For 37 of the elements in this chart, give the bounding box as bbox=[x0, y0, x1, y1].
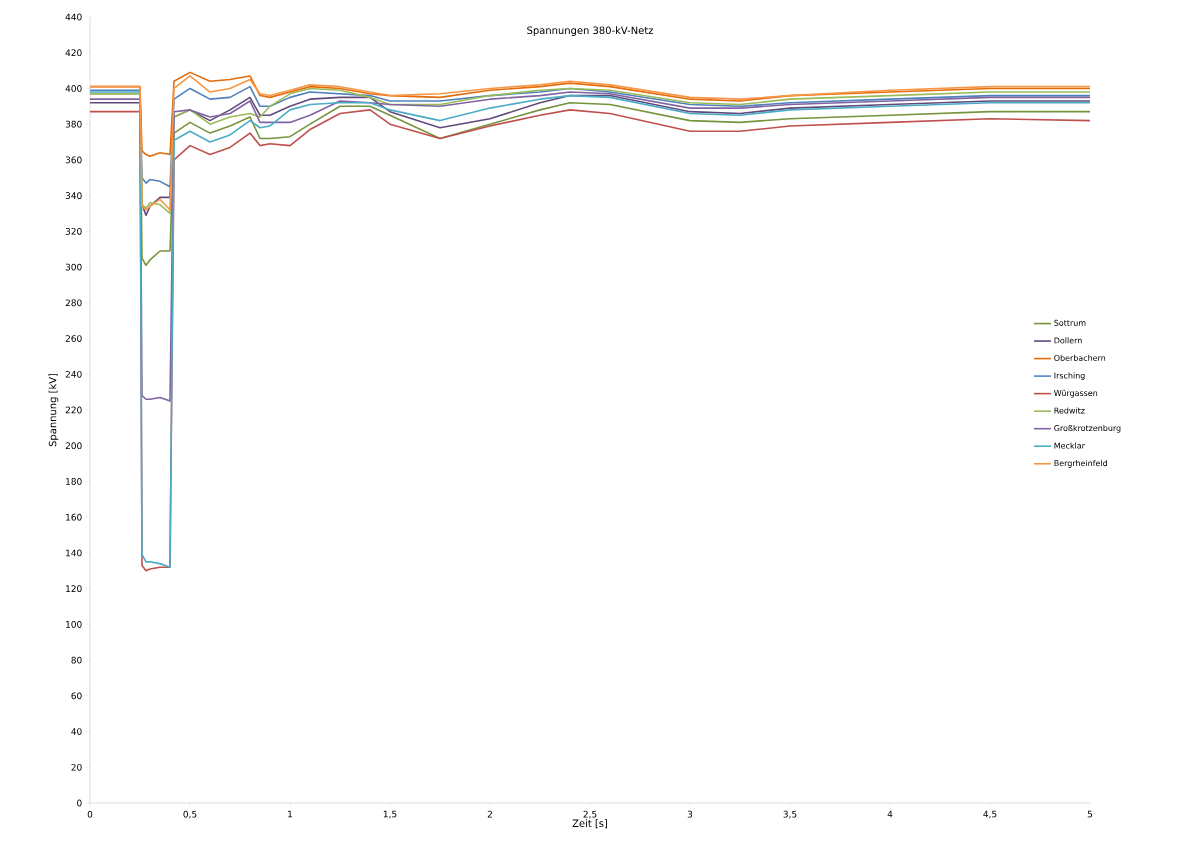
x-tick-label: 4,5 bbox=[983, 810, 997, 819]
x-tick-label: 0 bbox=[87, 810, 93, 818]
y-axis-title: Spannung [kV] bbox=[48, 373, 59, 447]
x-tick-label: 2 bbox=[487, 810, 492, 818]
y-tick-label: 340 bbox=[65, 192, 82, 200]
y-tick-label: 380 bbox=[65, 120, 82, 128]
y-tick-label: 220 bbox=[65, 406, 82, 414]
y-tick-label: 100 bbox=[66, 620, 82, 628]
y-tick-label: 40 bbox=[71, 728, 82, 735]
y-tick-label: 240 bbox=[65, 370, 82, 378]
x-tick-label: 1,5 bbox=[383, 810, 397, 819]
x-axis-title: Zeit [s] bbox=[572, 819, 608, 829]
y-tick-label: 160 bbox=[66, 513, 82, 521]
y-tick-label: 440 bbox=[65, 13, 82, 21]
text: Spannungen 380-kV-Netz bbox=[527, 26, 654, 36]
y-tick-label: 300 bbox=[65, 263, 82, 271]
y-tick-label: 400 bbox=[65, 85, 82, 92]
y-tick-label: 200 bbox=[65, 442, 82, 450]
y-tick-label: 120 bbox=[66, 585, 82, 593]
x-tick-label: 5 bbox=[1087, 810, 1093, 818]
y-tick-label: 0 bbox=[77, 799, 82, 807]
y-tick-label: 60 bbox=[71, 692, 82, 700]
x-tick-label: 3,5 bbox=[783, 810, 797, 819]
x-tick-label: 3 bbox=[687, 810, 693, 818]
y-tick-label: 180 bbox=[66, 478, 82, 485]
y-tick-label: 20 bbox=[71, 763, 82, 771]
x-tick-label: 4 bbox=[887, 810, 893, 818]
y-tick-label: 260 bbox=[65, 335, 82, 342]
y-tick-label: 140 bbox=[66, 549, 82, 557]
x-tick-label: 2,5 bbox=[583, 810, 597, 819]
y-tick-label: 280 bbox=[65, 299, 82, 307]
x-tick-label: 1 bbox=[288, 810, 293, 818]
y-tick-label: 80 bbox=[71, 656, 82, 664]
y-tick-label: 420 bbox=[65, 49, 82, 57]
y-tick-label: 320 bbox=[65, 227, 82, 235]
y-tick-label: 360 bbox=[65, 156, 82, 164]
x-tick-label: 0,5 bbox=[183, 810, 197, 819]
